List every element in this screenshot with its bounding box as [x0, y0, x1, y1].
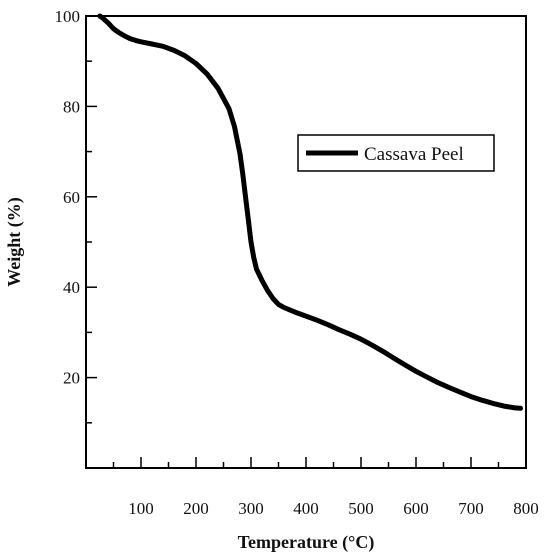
legend: Cassava Peel [297, 134, 495, 172]
x-tick-label: 700 [458, 499, 484, 518]
series-layer [97, 13, 523, 411]
legend-label-cassava-peel: Cassava Peel [364, 144, 464, 165]
x-tick-label: 200 [183, 499, 209, 518]
y-axis-title: Weight (%) [4, 197, 25, 287]
y-tick-label: 40 [63, 278, 80, 297]
x-tick-label: 600 [403, 499, 429, 518]
y-tick-label: 80 [63, 97, 80, 116]
x-tick-label: 400 [293, 499, 319, 518]
plot-frame [85, 15, 527, 469]
y-tick-label: 60 [63, 188, 80, 207]
y-tick-label: 20 [63, 369, 80, 388]
x-tick-label: 100 [128, 499, 154, 518]
x-tick-label: 300 [238, 499, 264, 518]
labels-layer: 100 200 300 400 500 600 700 800 20 40 60 80 100 [55, 7, 539, 518]
x-axis-title: Temperature (°C) [238, 532, 375, 553]
x-tick-label: 500 [348, 499, 374, 518]
y-tick-label: 100 [55, 7, 81, 26]
series-line-cassava-peel [97, 13, 523, 411]
ticks-layer [86, 15, 527, 468]
x-tick-label: 800 [513, 499, 539, 518]
